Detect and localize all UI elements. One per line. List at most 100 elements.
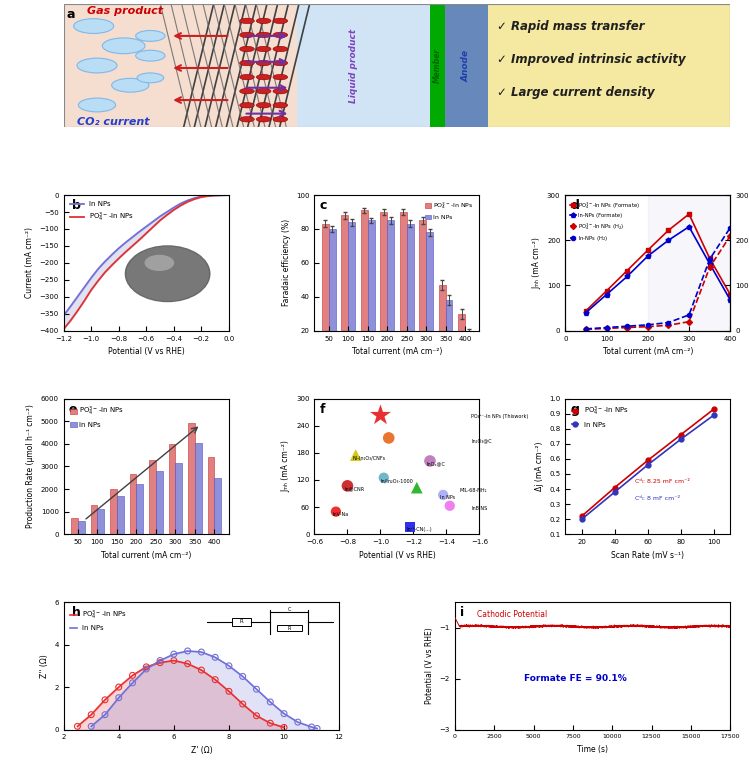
PO$_4^{3-}$-In NPs bbox=[66, 316, 75, 325]
Point bbox=[424, 455, 436, 467]
PO$_4^{3-}$-In NPs (H$_2$) bbox=[705, 262, 714, 272]
PO$_4^{3-}$-In NPs bbox=[163, 211, 172, 220]
Point bbox=[195, 646, 207, 659]
PO$_4^{3-}$-In NPs bbox=[87, 286, 96, 295]
Circle shape bbox=[79, 98, 115, 112]
Point bbox=[140, 663, 152, 676]
Circle shape bbox=[240, 60, 255, 66]
In-NPs (H$_2$) bbox=[664, 318, 673, 327]
Bar bbox=[348, 222, 355, 364]
Text: ✓ Large current density: ✓ Large current density bbox=[497, 86, 655, 99]
In NPs bbox=[148, 217, 157, 226]
In NPs bbox=[66, 302, 75, 311]
Circle shape bbox=[273, 103, 288, 108]
Line: In-NPs (Formate): In-NPs (Formate) bbox=[583, 225, 733, 315]
In NPs bbox=[121, 238, 130, 247]
PO$_4^{3-}$-In NPs (H$_2$) bbox=[622, 323, 631, 332]
Text: f: f bbox=[319, 403, 325, 415]
Point bbox=[85, 720, 97, 733]
Circle shape bbox=[137, 73, 163, 83]
Bar bbox=[445, 4, 488, 127]
PO$_4^{3-}$-In NPs bbox=[224, 191, 233, 200]
Bar bbox=[195, 442, 201, 534]
Circle shape bbox=[240, 103, 255, 108]
In NPs bbox=[224, 191, 233, 200]
Text: PO₄³⁻-In NPs (Thiswork): PO₄³⁻-In NPs (Thiswork) bbox=[471, 414, 529, 419]
X-axis label: Total current (mA cm⁻²): Total current (mA cm⁻²) bbox=[101, 550, 191, 560]
Point bbox=[410, 482, 422, 494]
In NPs bbox=[156, 656, 165, 665]
In NPs bbox=[59, 311, 68, 320]
Point bbox=[168, 648, 180, 660]
Bar bbox=[188, 424, 195, 534]
Ellipse shape bbox=[125, 245, 210, 302]
In-NPs (H$_2$) bbox=[705, 255, 714, 264]
Y-axis label: Z'' (Ω): Z'' (Ω) bbox=[40, 654, 49, 678]
In-NPs (Formate) bbox=[602, 290, 611, 300]
Circle shape bbox=[256, 60, 271, 66]
Y-axis label: Current (mA cm⁻²): Current (mA cm⁻²) bbox=[25, 228, 34, 299]
PO$_4^{3-}$-In NPs (Formate) bbox=[643, 245, 652, 255]
In NPs bbox=[142, 665, 151, 674]
Y-axis label: Jₘₕ (mA cm⁻²): Jₘₕ (mA cm⁻²) bbox=[282, 441, 291, 493]
Text: a: a bbox=[67, 8, 76, 21]
Bar bbox=[648, 195, 730, 330]
PO$_4^{3-}$-In NPs bbox=[189, 195, 198, 204]
Bar bbox=[361, 210, 368, 364]
Point bbox=[140, 661, 152, 673]
X-axis label: Potential (V vs RHE): Potential (V vs RHE) bbox=[359, 550, 435, 560]
PO$_4^{3-}$-In NPs (Formate) bbox=[602, 286, 611, 296]
PO$_4^{3-}$-In NPs bbox=[204, 191, 213, 201]
In NPs bbox=[210, 652, 219, 662]
PO$_4^{3-}$-In NPs bbox=[225, 686, 234, 696]
Bar bbox=[407, 224, 413, 364]
Bar bbox=[439, 285, 446, 364]
Point bbox=[195, 664, 207, 676]
PO$_4^{3-}$-In NPs bbox=[73, 722, 82, 731]
Point bbox=[383, 432, 395, 444]
In NPs bbox=[643, 460, 652, 469]
Point bbox=[99, 693, 111, 706]
Text: InV-Na: InV-Na bbox=[333, 512, 349, 517]
In-NPs (Formate) bbox=[581, 308, 590, 317]
Circle shape bbox=[273, 46, 288, 52]
Point bbox=[223, 685, 235, 697]
Circle shape bbox=[240, 32, 255, 38]
PO$_4^{3-}$-In NPs (Formate) bbox=[685, 209, 694, 218]
In NPs bbox=[135, 227, 144, 236]
PO$_4^{3-}$-In NPs bbox=[142, 229, 151, 238]
Point bbox=[237, 698, 249, 710]
In NPs bbox=[87, 722, 96, 731]
Bar bbox=[297, 4, 430, 127]
Text: In₂O₃@C: In₂O₃@C bbox=[471, 438, 492, 444]
Circle shape bbox=[136, 50, 165, 61]
In-NPs (Formate) bbox=[726, 296, 735, 305]
Text: g: g bbox=[570, 403, 579, 415]
Bar bbox=[136, 485, 143, 534]
Line: PO$_4^{3-}$-In NPs (Formate): PO$_4^{3-}$-In NPs (Formate) bbox=[583, 212, 733, 313]
Bar bbox=[387, 221, 394, 364]
In-NPs (H$_2$) bbox=[581, 324, 590, 334]
Text: h: h bbox=[72, 606, 81, 619]
Point bbox=[374, 409, 386, 422]
Point bbox=[342, 479, 354, 492]
Point bbox=[237, 670, 249, 682]
Point bbox=[250, 683, 262, 696]
Y-axis label: Production Rate (μmol h⁻¹ cm⁻²): Production Rate (μmol h⁻¹ cm⁻²) bbox=[26, 405, 35, 528]
Bar bbox=[458, 313, 465, 364]
Point bbox=[85, 709, 97, 721]
Point bbox=[223, 659, 235, 672]
In NPs bbox=[225, 661, 234, 670]
PO$_4^{3-}$-In NPs bbox=[197, 665, 206, 675]
In NPs bbox=[577, 514, 586, 523]
Circle shape bbox=[256, 19, 271, 24]
PO$_4^{3-}$-In NPs bbox=[217, 191, 226, 200]
Point bbox=[113, 692, 125, 704]
PO$_4^{3-}$-In NPs bbox=[135, 235, 144, 245]
PO$_4^{3-}$-In NPs bbox=[148, 222, 157, 232]
PO$_4^{3-}$-In NPs bbox=[100, 268, 109, 277]
PO$_4^{3-}$-In NPs bbox=[183, 197, 192, 206]
Point bbox=[404, 521, 416, 533]
In NPs bbox=[189, 194, 198, 203]
PO$_4^{3-}$-In NPs bbox=[197, 192, 206, 201]
